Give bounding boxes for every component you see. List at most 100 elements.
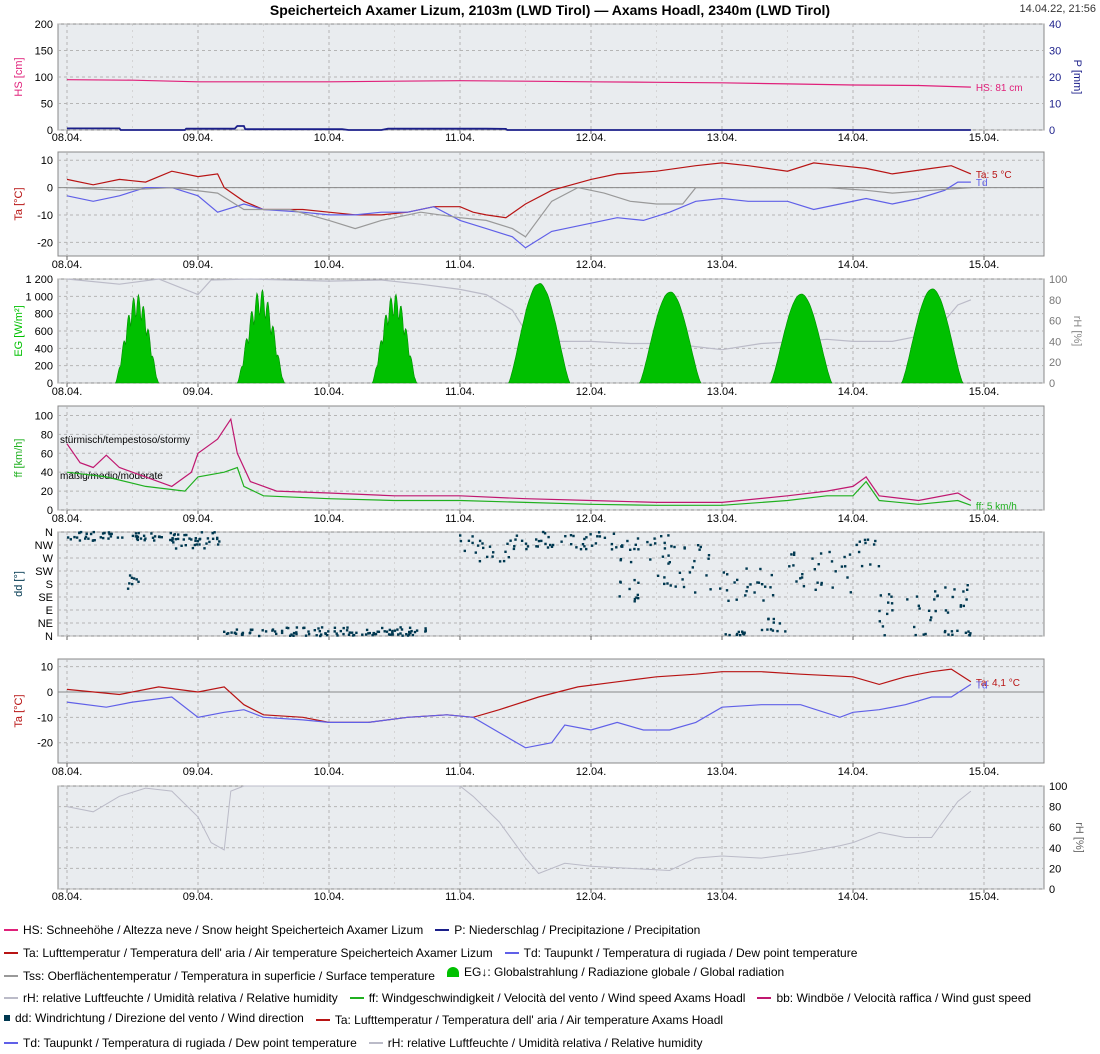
- wind-direction-point: [727, 599, 730, 602]
- wind-direction-point: [793, 551, 796, 554]
- legend-item: P: Niederschlag / Precipitazione / Preci…: [435, 919, 700, 941]
- wind-direction-point: [109, 535, 113, 538]
- wind-direction-point: [757, 581, 761, 584]
- wind-direction-point: [216, 536, 219, 540]
- wind-direction-point: [491, 555, 494, 558]
- wind-direction-point: [564, 535, 567, 538]
- wind-direction-point: [691, 566, 694, 569]
- wind-direction-point: [411, 633, 415, 637]
- y-tick-label: N: [45, 631, 53, 643]
- wind-direction-point: [108, 532, 111, 536]
- wind-direction-point: [91, 539, 95, 542]
- x-tick-label: 09.04.: [183, 259, 214, 271]
- wind-direction-point: [387, 633, 391, 636]
- wind-direction-point: [139, 537, 143, 540]
- legend-label: rH: relative Luftfeuchte / Umidità relat…: [387, 1035, 703, 1050]
- wind-direction-point: [878, 620, 881, 623]
- wind-direction-point: [771, 594, 775, 597]
- x-tick-label: 15.04.: [969, 386, 1000, 398]
- wind-direction-point: [130, 576, 134, 579]
- wind-direction-point: [218, 540, 221, 543]
- line-swatch-icon: [4, 996, 18, 999]
- wind-direction-point: [261, 629, 264, 632]
- wind-direction-point: [183, 533, 186, 537]
- wind-direction-point: [292, 631, 296, 635]
- y-tick-label: 200: [35, 19, 53, 31]
- wind-direction-point: [248, 632, 251, 635]
- y-axis-label: ff [km/h]: [13, 439, 25, 478]
- wind-direction-point: [728, 633, 731, 637]
- wind-direction-point: [250, 628, 253, 632]
- panel-snow: [57, 23, 1045, 134]
- wind-direction-point: [171, 537, 174, 540]
- wind-direction-point: [887, 601, 890, 604]
- wind-direction-point: [327, 630, 330, 633]
- wind-direction-point: [725, 589, 729, 592]
- series-rH: [66, 278, 972, 351]
- wind-direction-point: [196, 540, 200, 543]
- wind-direction-point: [393, 629, 397, 632]
- wind-direction-point: [544, 542, 547, 546]
- panel-frame: [57, 658, 1045, 764]
- line-swatch-icon: [4, 1041, 18, 1044]
- series-Td: [66, 683, 972, 749]
- wind-direction-point: [569, 534, 573, 537]
- wind-direction-point: [75, 536, 79, 539]
- wind-direction-point: [881, 625, 885, 628]
- x-tick-label: 13.04.: [707, 766, 738, 778]
- wind-direction-point: [724, 633, 727, 636]
- wind-direction-point: [385, 630, 389, 633]
- wind-direction-point: [391, 629, 394, 633]
- wind-direction-point: [863, 538, 867, 542]
- legend-row: dd: Windrichtung / Direzione del vento /…: [4, 1006, 1096, 1029]
- x-tick-label: 13.04.: [707, 891, 738, 903]
- wind-direction-point: [217, 543, 220, 546]
- wind-direction-point: [116, 536, 120, 539]
- legend-label: Td: Taupunkt / Temperatura di rugiada / …: [23, 1035, 357, 1050]
- wind-direction-point: [540, 539, 543, 543]
- wind-direction-point: [819, 552, 823, 555]
- wind-direction-point: [134, 532, 138, 535]
- x-tick-label: 10.04.: [314, 132, 345, 144]
- wind-direction-point: [320, 626, 324, 629]
- wind-direction-point: [169, 538, 172, 542]
- panel-frame: [57, 405, 1045, 511]
- legend-label: Tss: Oberflächentemperatur / Temperatura…: [23, 969, 435, 984]
- y-axis-label: Ta [°C]: [13, 187, 25, 220]
- wind-direction-point: [173, 533, 176, 536]
- wind-direction-point: [820, 583, 823, 586]
- wind-direction-point: [733, 581, 736, 584]
- radiation-swatch-icon: [446, 967, 459, 978]
- radiation-day: [770, 293, 833, 384]
- series-end-label: ff: 5 km/h: [976, 501, 1017, 512]
- wind-direction-point: [603, 536, 607, 539]
- panel-wind: [57, 405, 1045, 514]
- y-tick-label: 100: [1049, 781, 1067, 793]
- wind-direction-point: [722, 571, 725, 574]
- wind-direction-point: [158, 535, 161, 538]
- series-bb: [66, 417, 972, 503]
- wind-direction-point: [649, 543, 652, 547]
- chart-title: Speicherteich Axamer Lizum, 2103m (LWD T…: [269, 2, 831, 18]
- y-tick-label: NE: [38, 618, 53, 630]
- y2-tick-label: 100: [1049, 274, 1067, 286]
- wind-direction-point: [174, 538, 177, 541]
- y-tick-label: 20: [1049, 863, 1061, 875]
- wind-direction-point: [463, 549, 466, 553]
- y2-tick-label: 60: [1049, 316, 1061, 328]
- legend-item: rH: relative Luftfeuchte / Umidità relat…: [4, 987, 338, 1009]
- wind-direction-point: [374, 632, 378, 636]
- y-tick-label: 800: [35, 309, 53, 321]
- timestamp: 14.04.22, 21:56: [1019, 3, 1096, 15]
- series-P: [67, 125, 971, 131]
- wind-direction-point: [150, 532, 153, 535]
- wind-direction-point: [223, 630, 226, 633]
- wind-direction-point: [543, 532, 547, 535]
- legend-label: EG↓: Globalstrahlung / Radiazione global…: [463, 965, 785, 980]
- wind-direction-point: [137, 580, 140, 583]
- wind-direction-point: [397, 633, 400, 636]
- wind-direction-point: [160, 536, 163, 539]
- line-swatch-icon: [368, 1041, 383, 1044]
- line-swatch-icon: [349, 996, 364, 999]
- y2-tick-label: 40: [1049, 19, 1061, 31]
